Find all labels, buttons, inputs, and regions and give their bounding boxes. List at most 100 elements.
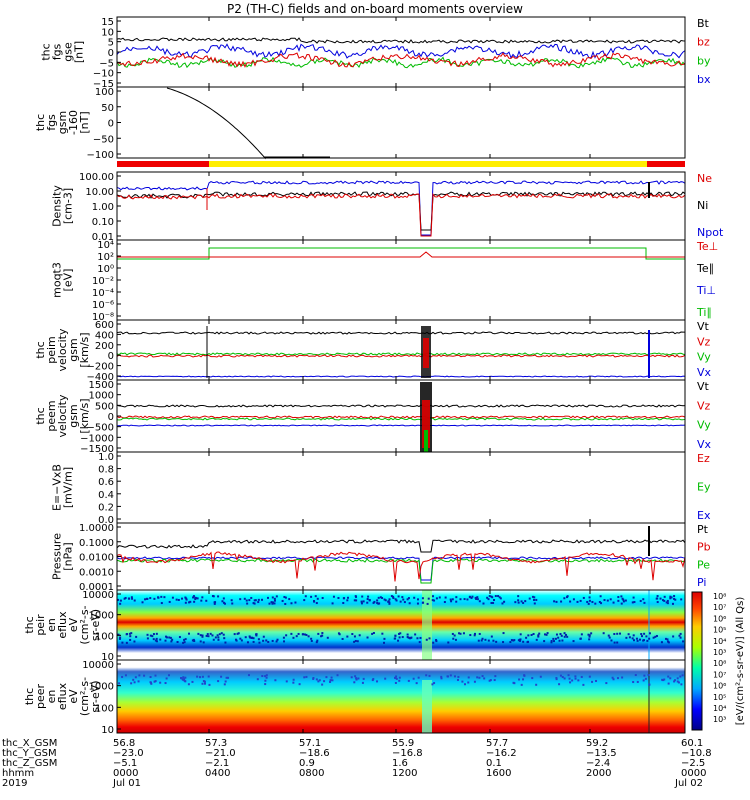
spectrogram-pixel xyxy=(217,595,220,598)
spectrogram-pixel xyxy=(477,639,480,642)
spectrogram-pixel xyxy=(631,601,634,604)
spectrogram-pixel xyxy=(317,632,320,635)
ephemeris-value: 2000 xyxy=(586,768,611,779)
spectrogram-pixel xyxy=(353,635,356,638)
spectrogram-pixel xyxy=(680,683,683,686)
spectrogram-pixel xyxy=(427,597,430,600)
spectrogram-pixel xyxy=(498,596,501,599)
spectrogram-pixel xyxy=(519,633,522,636)
spectrogram-pixel xyxy=(607,634,610,637)
spectrogram-pixel xyxy=(620,595,623,598)
spectrogram-pixel xyxy=(590,632,593,635)
spectrogram-pixel xyxy=(591,680,594,683)
spectrogram-pixel xyxy=(401,636,404,639)
spectrogram-pixel xyxy=(353,599,356,602)
spectrogram-pixel xyxy=(155,637,158,640)
spectrogram-pixel xyxy=(571,679,574,682)
spectrogram-pixel xyxy=(134,676,137,679)
y-tick-label: 0.01 xyxy=(92,232,114,243)
spectrogram-pixel xyxy=(440,677,443,680)
spectrogram-pixel xyxy=(159,638,162,641)
colorbar-tick-label: 10⁷ xyxy=(713,603,726,612)
spectrogram-pixel xyxy=(298,683,301,686)
spectrogram-pixel xyxy=(220,675,223,678)
spectrogram-pixel xyxy=(124,674,127,677)
spectrogram-pixel xyxy=(461,680,464,683)
spectrogram-pixel xyxy=(648,683,651,686)
spectrogram-pixel xyxy=(361,595,364,598)
spectrogram-pixel xyxy=(560,634,563,637)
panel-title-line: thc xyxy=(23,688,36,705)
spectrogram-pixel xyxy=(473,632,476,635)
spectrogram-pixel xyxy=(377,596,380,599)
spectrogram-pixel xyxy=(372,601,375,604)
ti-par-line xyxy=(117,247,685,260)
spectrogram-pixel xyxy=(320,635,323,638)
spectrogram-pixel xyxy=(517,639,520,642)
panel-frame xyxy=(116,239,686,321)
spectrogram-pixel xyxy=(654,635,657,638)
spectrogram-pixel xyxy=(218,633,221,636)
spectrogram-pixel xyxy=(160,602,163,605)
spectrogram-pixel xyxy=(555,633,558,636)
spectrogram-pixel xyxy=(212,638,215,641)
spectrogram-pixel xyxy=(230,599,233,602)
spectrogram-pixel xyxy=(221,600,224,603)
spectrogram-pixel xyxy=(494,595,497,598)
spectrogram-pixel xyxy=(567,674,570,677)
spectrogram-pixel xyxy=(171,596,174,599)
spectrogram-pixel xyxy=(572,640,575,643)
spectrogram-pixel xyxy=(294,601,297,604)
ephemeris-value: −16.2 xyxy=(486,748,517,759)
spectrogram-pixel xyxy=(550,641,553,644)
spectrogram-pixel xyxy=(497,595,500,598)
spectrogram-pixel xyxy=(395,675,398,678)
spectrogram-pixel xyxy=(588,635,591,638)
spectrogram-pixel xyxy=(252,640,255,643)
ephemeris-value: −2.5 xyxy=(681,758,705,769)
spectrogram-pixel xyxy=(371,679,374,682)
spectrogram-pixel xyxy=(469,634,472,637)
spectrogram-pixel xyxy=(194,598,197,601)
ephemeris-value: −5.1 xyxy=(113,758,137,769)
spectrogram-pixel xyxy=(598,601,601,604)
gsm-trajectory-line xyxy=(166,87,330,160)
spectrogram-pixel xyxy=(519,638,522,641)
spectrogram-pixel xyxy=(539,675,542,678)
legend-entry: Vy xyxy=(697,351,711,364)
spectrogram-pixel xyxy=(184,680,187,683)
spectrogram-pixel xyxy=(605,682,608,685)
spectrogram-pixel xyxy=(403,601,406,604)
y-tick-label: 0 xyxy=(108,48,114,59)
spectrogram-pixel xyxy=(609,598,612,601)
spectrogram-pixel xyxy=(222,633,225,636)
spectrogram-pixel xyxy=(246,602,249,605)
spectrogram-pixel xyxy=(367,595,370,598)
spectrogram-pixel xyxy=(632,639,635,642)
spectrogram-pixel xyxy=(372,677,375,680)
spectrogram-pixel xyxy=(171,638,174,641)
spectrogram-pixel xyxy=(398,632,401,635)
colorbar-tick-label: 10⁶ xyxy=(713,614,726,623)
spectrogram-pixel xyxy=(247,674,250,677)
legend-entry: Pt xyxy=(697,523,709,536)
spectrogram-pixel xyxy=(616,641,619,644)
spectrogram-pixel xyxy=(273,597,276,600)
spectrogram-pixel xyxy=(490,635,493,638)
panel-title-line: gsm xyxy=(67,404,80,427)
spectrogram-pixel xyxy=(290,632,293,635)
spectrogram-pixel xyxy=(435,639,438,642)
spectrogram-pixel xyxy=(244,636,247,639)
spectrogram-pixel xyxy=(652,636,655,639)
spectrogram-pixel xyxy=(610,639,613,642)
spectrogram-pixel xyxy=(394,634,397,637)
spectrogram-pixel xyxy=(236,632,239,635)
bz-line xyxy=(116,52,686,68)
spectrogram-pixel xyxy=(196,597,199,600)
ephemeris-value: −18.6 xyxy=(299,748,330,759)
spectrogram-pixel xyxy=(283,595,286,598)
spectrogram-pixel xyxy=(292,636,295,639)
spectrogram-pixel xyxy=(613,633,616,636)
y-tick-label: 100 xyxy=(95,703,114,714)
legend-entry: Vz xyxy=(697,399,711,412)
